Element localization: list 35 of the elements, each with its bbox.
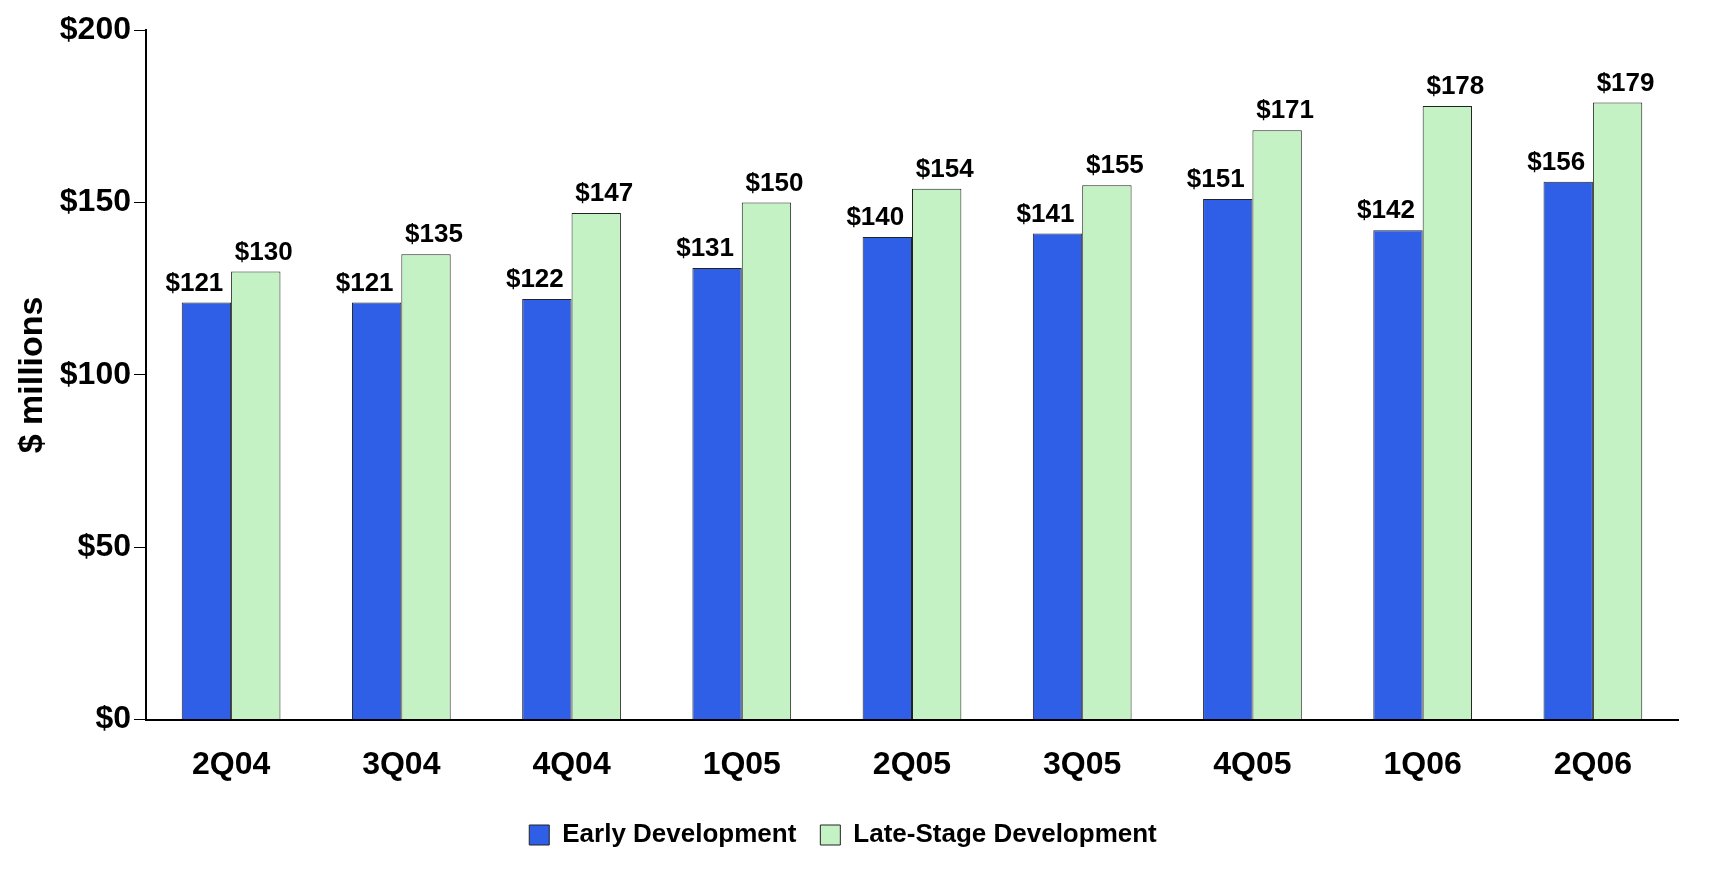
x-tick-label: 2Q05 [872, 744, 952, 781]
data-label: $178 [1426, 70, 1485, 101]
data-label: $135 [405, 218, 463, 249]
data-label: $121 [165, 266, 224, 297]
data-label: $122 [505, 263, 564, 294]
data-label: $150 [745, 166, 804, 197]
y-tick-label: $150 [59, 182, 131, 219]
x-tick-label: 1Q05 [702, 744, 781, 781]
y-tick-label: $0 [95, 699, 131, 736]
x-tick-label: 3Q04 [362, 744, 441, 781]
x-tick-label: 2Q04 [191, 744, 271, 781]
y-tick-label: $100 [59, 354, 131, 391]
x-tick-label: 4Q04 [532, 744, 611, 781]
x-tick-label: 4Q05 [1213, 744, 1292, 781]
data-label: $121 [335, 266, 394, 297]
legend-label: Late-Stage Development [853, 818, 1158, 849]
data-label: $141 [1016, 197, 1075, 228]
data-label: $130 [234, 235, 293, 266]
data-label: $147 [575, 177, 634, 208]
x-tick-label: 2Q06 [1553, 744, 1633, 781]
data-label: $140 [846, 201, 905, 232]
data-label: $131 [676, 232, 735, 263]
y-tick-label: $200 [59, 10, 131, 47]
data-label: $151 [1186, 163, 1245, 194]
data-label: $155 [1085, 149, 1144, 180]
data-label: $154 [915, 152, 975, 183]
y-tick-label: $50 [77, 527, 131, 564]
x-tick-label: 1Q06 [1383, 744, 1462, 781]
legend-label: Early Development [562, 818, 797, 849]
data-label: $156 [1527, 146, 1586, 177]
data-label: $171 [1256, 94, 1315, 125]
x-tick-label: 3Q05 [1043, 744, 1122, 781]
data-label: $142 [1357, 194, 1415, 225]
data-label: $179 [1596, 66, 1655, 97]
y-axis-title: $ millions [10, 296, 49, 454]
